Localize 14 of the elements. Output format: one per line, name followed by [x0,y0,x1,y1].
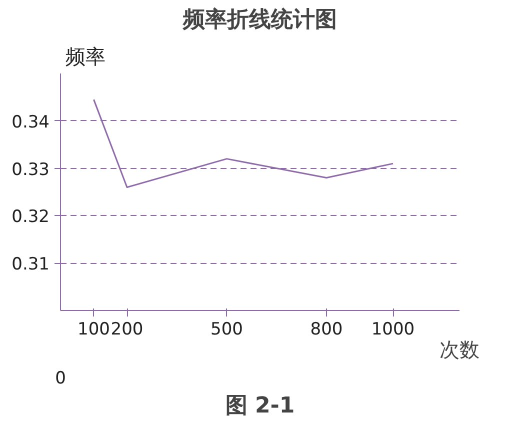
text: 0 [55,368,66,388]
x-tick-label: 800 [310,320,343,340]
x-tick-label: 500 [210,320,243,340]
y-tick-label: 0.34 [12,112,50,132]
y-tick-label: 0.33 [12,160,50,180]
y-tick-label: 0.32 [12,207,50,228]
caption: 图 2-1 [225,394,295,418]
x-axis-title: 次数 [440,338,480,362]
y-tick-label: 0.31 [12,254,50,275]
x-tick-label: 200 [110,320,144,340]
y-axis-title: 频率 [66,44,106,68]
x-tick-label: 1000 [371,320,415,340]
chart-title: 频率折线统计图 [182,6,337,32]
x-tick-label: 100 [78,320,110,340]
